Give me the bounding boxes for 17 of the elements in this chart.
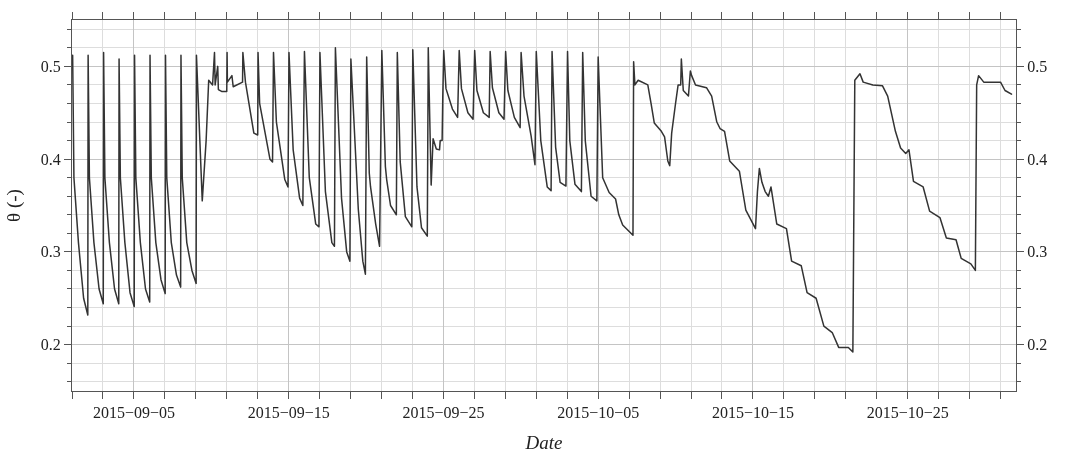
y-axis-title: θ (-) — [2, 189, 25, 222]
line-series — [72, 47, 1013, 353]
y-tick-label: 0.4 — [40, 150, 61, 168]
y2-tick-label: 0.3 — [1027, 243, 1048, 261]
x-tick-label: 2015−10−15 — [711, 404, 794, 422]
y-tick-label: 0.2 — [40, 336, 61, 354]
y-tick-label: 0.3 — [40, 243, 61, 261]
x-tick-label: 2015−09−05 — [92, 404, 175, 422]
y2-tick-label: 0.2 — [1027, 336, 1048, 354]
x-tick-label: 2015−09−15 — [247, 404, 330, 422]
y2-tick-label: 0.5 — [1027, 57, 1048, 75]
x-axis-title: Date — [524, 432, 563, 454]
x-tick-label: 2015−10−05 — [557, 404, 640, 422]
x-tick-label: 2015−10−25 — [866, 404, 949, 422]
y-tick-label: 0.5 — [40, 57, 61, 75]
x-tick-label: 2015−09−25 — [402, 404, 485, 422]
y2-tick-label: 0.4 — [1027, 150, 1048, 168]
